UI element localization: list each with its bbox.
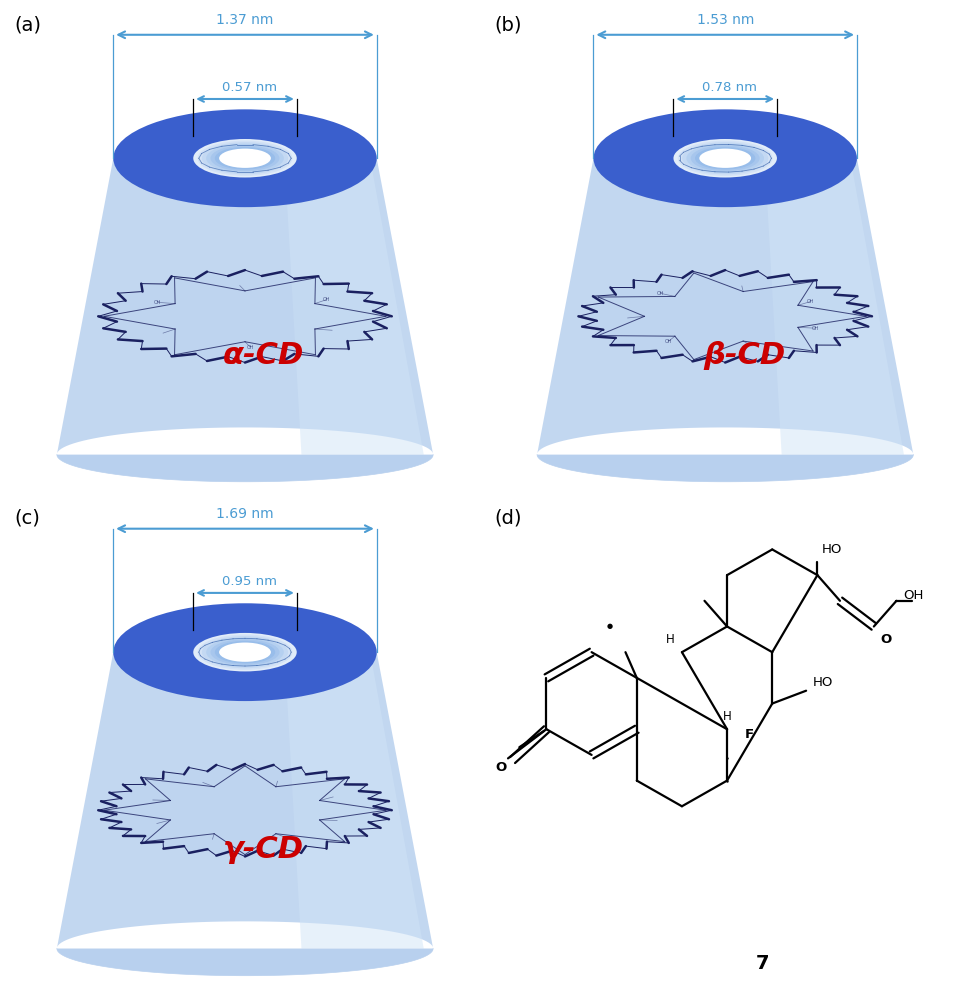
Text: H: H	[722, 710, 731, 723]
Text: O: O	[881, 633, 892, 646]
Text: 7: 7	[757, 954, 769, 973]
Text: ●: ●	[607, 624, 612, 629]
Ellipse shape	[700, 148, 751, 168]
Text: OH: OH	[904, 589, 923, 602]
Ellipse shape	[227, 152, 263, 164]
Ellipse shape	[708, 152, 743, 164]
Text: OH: OH	[323, 297, 330, 302]
Text: (d): (d)	[495, 509, 522, 528]
Polygon shape	[764, 158, 904, 455]
Ellipse shape	[712, 153, 738, 163]
Text: HO: HO	[812, 676, 833, 689]
Polygon shape	[578, 270, 872, 363]
Text: OH: OH	[657, 291, 664, 295]
Ellipse shape	[198, 634, 292, 670]
Ellipse shape	[704, 150, 747, 166]
Ellipse shape	[206, 638, 284, 666]
Ellipse shape	[202, 142, 288, 174]
Text: H: H	[666, 633, 675, 646]
Ellipse shape	[236, 155, 254, 161]
Text: 1.53 nm: 1.53 nm	[697, 13, 754, 27]
Polygon shape	[284, 158, 423, 455]
Text: (c): (c)	[15, 509, 40, 528]
Text: O: O	[496, 761, 507, 774]
Text: 0.57 nm: 0.57 nm	[222, 81, 277, 94]
Ellipse shape	[198, 140, 292, 176]
Polygon shape	[537, 136, 913, 455]
Ellipse shape	[215, 641, 275, 663]
Polygon shape	[57, 630, 433, 949]
Ellipse shape	[206, 144, 284, 172]
Text: OH: OH	[664, 339, 672, 344]
Ellipse shape	[215, 147, 275, 169]
Polygon shape	[57, 136, 433, 455]
Ellipse shape	[673, 139, 777, 177]
Text: 0.78 nm: 0.78 nm	[703, 81, 758, 94]
Text: OH: OH	[811, 326, 819, 331]
Ellipse shape	[241, 650, 249, 654]
Ellipse shape	[678, 140, 772, 176]
Text: 0.95 nm: 0.95 nm	[222, 575, 277, 588]
Text: F: F	[745, 728, 755, 741]
Ellipse shape	[223, 644, 267, 660]
Ellipse shape	[691, 145, 760, 171]
Ellipse shape	[220, 642, 270, 662]
Ellipse shape	[227, 152, 263, 164]
Ellipse shape	[686, 144, 764, 172]
Ellipse shape	[241, 156, 249, 160]
Ellipse shape	[232, 153, 258, 163]
Text: (b): (b)	[495, 15, 522, 34]
Ellipse shape	[227, 646, 263, 658]
Text: OH: OH	[808, 299, 814, 304]
Polygon shape	[98, 764, 392, 857]
Ellipse shape	[114, 109, 376, 208]
Text: γ-CD: γ-CD	[223, 836, 305, 864]
Text: OH: OH	[154, 299, 162, 304]
Text: (a): (a)	[15, 15, 41, 34]
Polygon shape	[284, 652, 423, 949]
Polygon shape	[98, 270, 392, 363]
Ellipse shape	[227, 646, 263, 658]
Ellipse shape	[708, 152, 743, 164]
Ellipse shape	[193, 139, 297, 177]
Ellipse shape	[594, 109, 857, 208]
Text: 1.69 nm: 1.69 nm	[217, 507, 273, 521]
Text: OH: OH	[246, 345, 254, 350]
Ellipse shape	[721, 156, 729, 160]
Ellipse shape	[236, 649, 254, 655]
Ellipse shape	[211, 639, 279, 665]
Ellipse shape	[223, 150, 267, 166]
Text: α-CD: α-CD	[223, 342, 305, 370]
Ellipse shape	[202, 636, 288, 668]
Ellipse shape	[220, 148, 270, 168]
Ellipse shape	[695, 147, 756, 169]
Ellipse shape	[232, 647, 258, 657]
Text: HO: HO	[822, 543, 842, 556]
Ellipse shape	[211, 145, 279, 171]
Ellipse shape	[114, 603, 376, 702]
Text: 1.37 nm: 1.37 nm	[217, 13, 273, 27]
Ellipse shape	[716, 155, 734, 161]
Polygon shape	[537, 455, 913, 482]
Polygon shape	[57, 949, 433, 976]
Ellipse shape	[193, 633, 297, 671]
Ellipse shape	[682, 142, 768, 174]
Polygon shape	[57, 455, 433, 482]
Text: β-CD: β-CD	[703, 342, 785, 370]
